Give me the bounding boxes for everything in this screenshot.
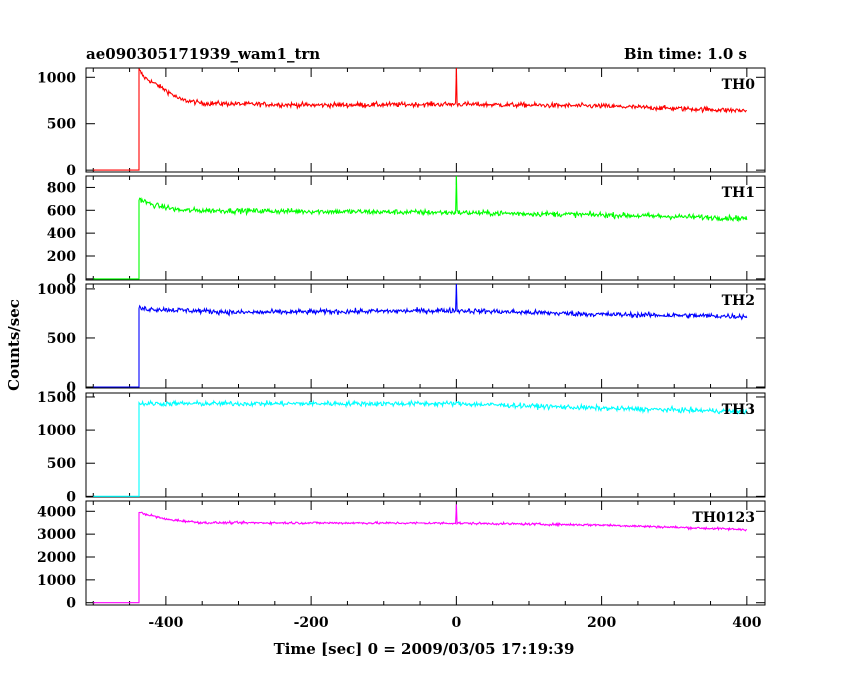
y-tick-label: 0: [66, 272, 76, 288]
y-tick-label: 500: [47, 117, 76, 133]
y-tick-label: 0: [66, 596, 76, 612]
series-line-th3: [93, 399, 748, 497]
panel-th0: 0 500 1000 TH0: [37, 67, 766, 179]
y-tick-label: 400: [47, 226, 76, 242]
y-tick-label: 1500: [37, 390, 76, 406]
y-tick-label: 0: [66, 489, 76, 505]
y-tick-label: 800: [47, 180, 76, 196]
y-tick-label: 2000: [37, 550, 76, 566]
panel-label: TH2: [722, 293, 755, 309]
series-line-th0: [93, 67, 747, 171]
panel-label: TH0: [722, 77, 756, 93]
x-tick-label: 400: [732, 615, 761, 631]
series-line-th2: [93, 283, 748, 388]
y-tick-label: 500: [47, 456, 76, 472]
y-tick-label: 3000: [37, 527, 76, 543]
y-tick-label: 1000: [37, 573, 76, 589]
x-tick-label: 0: [451, 615, 461, 631]
y-tick-label: 4000: [37, 504, 76, 520]
panel-label: TH3: [722, 402, 755, 418]
x-tick-label: 200: [587, 615, 616, 631]
panel-label: TH0123: [692, 510, 755, 526]
y-tick-label: 200: [47, 249, 76, 265]
series-line-th1: [93, 175, 748, 280]
x-tick-label: -400: [148, 615, 183, 631]
panel-th0123: 0 1000 2000 3000 4000 TH0123: [37, 500, 766, 612]
panel-frame: [85, 175, 766, 281]
x-tick-label: -200: [294, 615, 329, 631]
y-tick-label: 600: [47, 203, 76, 219]
chart-title: ae090305171939_wam1_trn: [86, 45, 320, 63]
y-tick-label: 500: [47, 331, 76, 347]
panel-frame: [85, 67, 766, 173]
bin-time-label: Bin time: 1.0 s: [624, 45, 747, 63]
y-axis-label: Counts/sec: [5, 299, 23, 391]
panels-group: 0 500 1000 TH0 0 200 400 600 800 TH1 0 500 1000 TH2 0 5…: [37, 67, 766, 612]
y-tick-label: 0: [66, 380, 76, 396]
series-line-th0123: [93, 504, 748, 604]
x-axis-label: Time [sec] 0 = 2009/03/05 17:19:39: [274, 640, 575, 658]
panel-label: TH1: [722, 185, 755, 201]
panel-th2: 0 500 1000 TH2: [37, 282, 766, 396]
y-tick-label: 1000: [37, 70, 76, 86]
panel-frame: [85, 283, 766, 389]
y-tick-label: 1000: [37, 282, 76, 298]
panel-th1: 0 200 400 600 800 TH1: [47, 175, 766, 288]
panel-frame: [85, 392, 766, 498]
panel-frame: [85, 500, 766, 606]
panel-th3: 0 500 1000 1500 TH3: [37, 390, 766, 505]
y-tick-label: 0: [66, 163, 76, 179]
y-tick-label: 1000: [37, 423, 76, 439]
x-axis-ticks: -400 -200 0 200 400: [148, 615, 761, 631]
